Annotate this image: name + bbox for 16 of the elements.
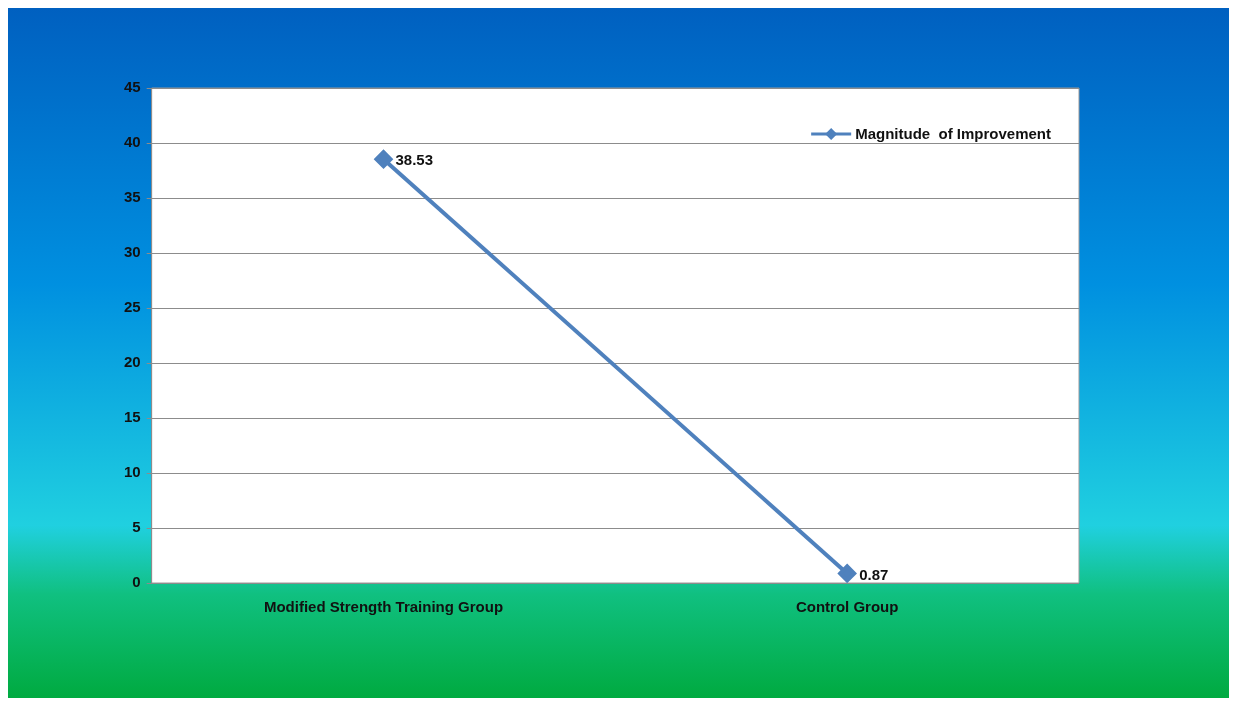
y-tick-label: 15: [124, 408, 141, 426]
y-tick-label: 25: [124, 298, 141, 316]
data-label: 0.87: [859, 565, 889, 583]
y-tick-label: 0: [132, 573, 141, 591]
data-label: 38.53: [395, 151, 434, 169]
y-tick-label: 5: [132, 518, 141, 536]
y-tick-label: 20: [124, 353, 141, 371]
x-tick-label: Modified Strength Training Group: [263, 598, 504, 616]
y-tick-label: 30: [124, 243, 141, 261]
y-tick-label: 35: [124, 188, 141, 206]
x-tick-label: Control Group: [795, 598, 899, 616]
y-tick-label: 10: [124, 463, 141, 481]
y-tick-label: 45: [124, 78, 141, 96]
gradient-backdrop: Modified Strength Training Group Control Group 0 5 10 15 20 25 30 35 40 45 38.53 0.87 Magnitude of Improvement: [8, 8, 1229, 698]
y-tick-label: 40: [124, 133, 141, 151]
legend-label: Magnitude of Improvement: [855, 125, 1051, 143]
